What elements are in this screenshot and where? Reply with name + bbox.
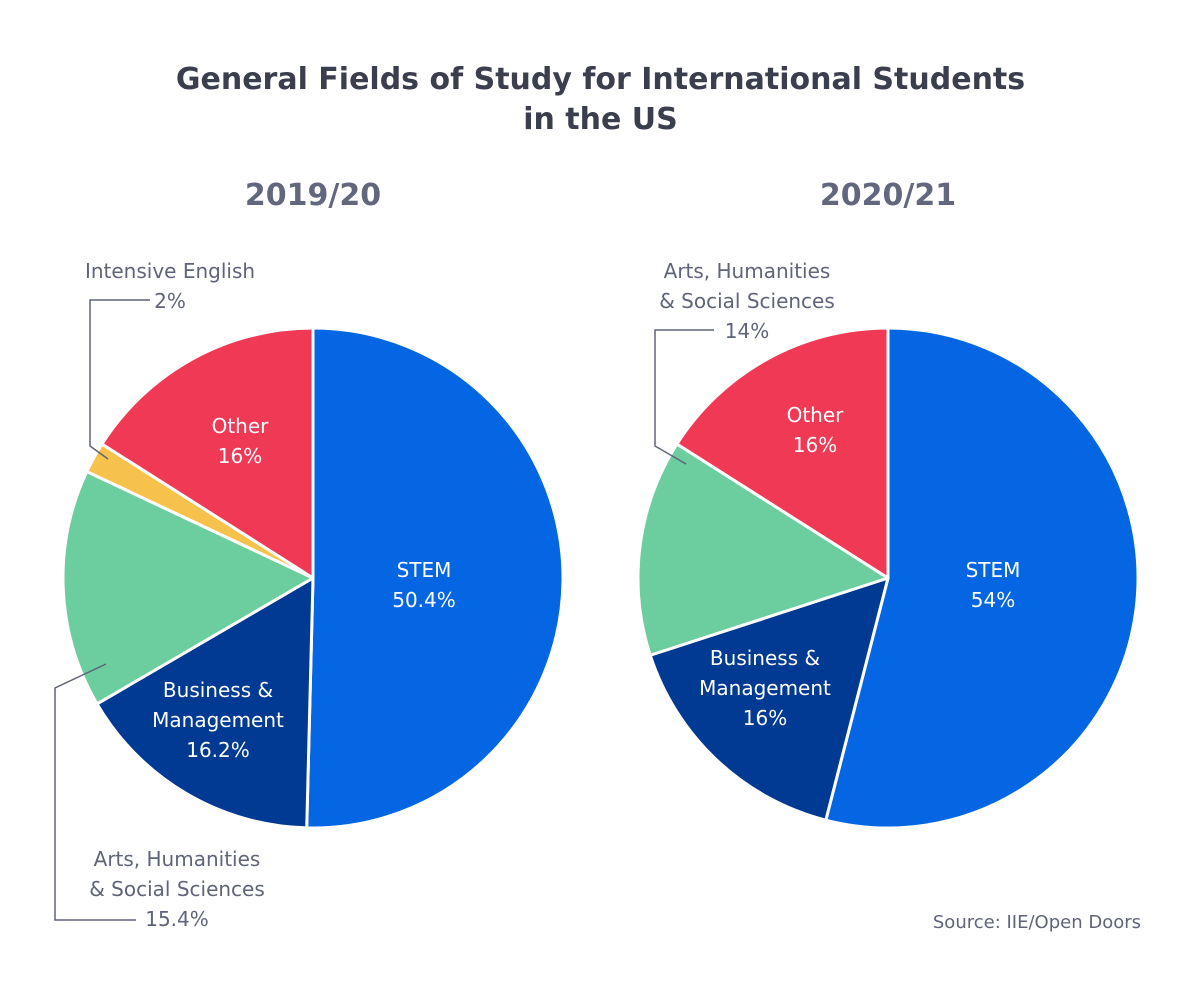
slice-business-management — [95, 576, 315, 830]
label-other-2019: Other 16% — [211, 414, 269, 468]
title-line-2: in the US — [523, 102, 678, 137]
slice-arts-humanities-social-sciences — [636, 442, 890, 657]
label-other-2020: Other 16% — [786, 403, 844, 457]
slice-other — [100, 326, 315, 580]
slice-stem — [305, 326, 565, 830]
pie-2019-20 — [61, 326, 565, 830]
slice-arts-humanities-social-sciences — [61, 470, 315, 706]
label-stem-2020: STEM 54% — [965, 558, 1021, 612]
leader-line-arts-2020 — [654, 329, 714, 465]
leader-line-english — [89, 299, 150, 460]
pie1-title: 2019/20 — [244, 178, 382, 213]
pie2-title: 2020/21 — [819, 178, 957, 213]
leader-line-arts-2019 — [54, 663, 136, 921]
chart-title: General Fields of Study for Internationa… — [0, 60, 1201, 140]
slice-stem — [824, 326, 1140, 830]
slice-other — [675, 326, 890, 580]
source-note: Source: IIE/Open Doors — [932, 912, 1141, 933]
label-business-2020: Business & Management 16% — [699, 646, 831, 730]
label-business-2019: Business & Management 16.2% — [152, 678, 284, 762]
title-line-1: General Fields of Study for Internationa… — [175, 62, 1026, 97]
label-arts-2019: Arts, Humanities & Social Sciences 15.4% — [89, 847, 265, 931]
label-stem-2019: STEM 50.4% — [392, 558, 456, 612]
label-english-2019: Intensive English 2% — [84, 259, 256, 313]
slice-business-management — [648, 576, 890, 822]
label-arts-2020: Arts, Humanities & Social Sciences 14% — [659, 259, 835, 343]
pie-2020-21 — [636, 326, 1140, 830]
